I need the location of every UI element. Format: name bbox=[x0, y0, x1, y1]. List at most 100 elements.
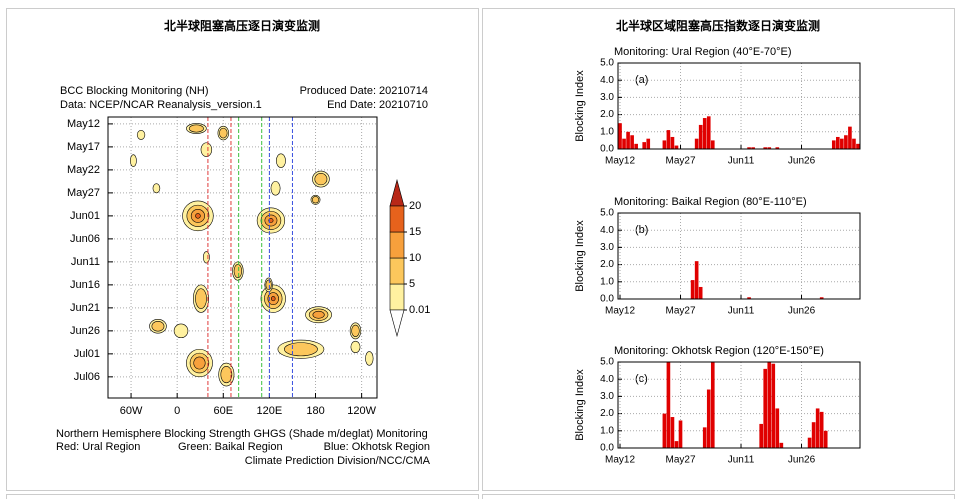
bar bbox=[840, 138, 844, 149]
x-tick-label: May27 bbox=[666, 455, 696, 466]
contour-blob bbox=[270, 181, 281, 196]
bar bbox=[630, 135, 634, 149]
bar bbox=[823, 430, 828, 448]
next-panel bbox=[6, 494, 479, 499]
contour-blob bbox=[284, 342, 318, 357]
x-tick-label: May27 bbox=[666, 306, 696, 317]
y-tick-label: 0.0 bbox=[600, 144, 614, 155]
y-tick-label: 1.0 bbox=[600, 126, 614, 137]
x-tick-label: 120W bbox=[347, 405, 376, 417]
x-tick-label: 0 bbox=[174, 405, 180, 417]
bar bbox=[844, 135, 848, 149]
colorbar-arrow bbox=[389, 309, 405, 338]
end-date: End Date: 20210710 bbox=[327, 99, 428, 111]
contour-blob bbox=[265, 279, 272, 291]
bar bbox=[662, 140, 667, 149]
bar bbox=[775, 147, 780, 149]
footer-text: Northern Hemisphere Blocking Strength GH… bbox=[56, 428, 428, 440]
colorbar-label: 20 bbox=[409, 200, 421, 212]
bar bbox=[690, 280, 695, 299]
y-tick-label: 3.0 bbox=[600, 242, 614, 253]
x-tick-label: Jun26 bbox=[788, 156, 816, 167]
contour-blob bbox=[276, 153, 286, 168]
bar bbox=[819, 297, 824, 299]
bar bbox=[747, 297, 751, 299]
x-tick-label: 120E bbox=[257, 405, 283, 417]
chart-title: BCC Blocking Monitoring (NH) bbox=[60, 85, 209, 97]
bar bbox=[831, 140, 836, 149]
contour-blob bbox=[220, 365, 233, 384]
credit: Climate Prediction Division/NCC/CMA bbox=[245, 455, 431, 467]
y-tick-label: 1.0 bbox=[600, 425, 614, 436]
colorbar-box bbox=[389, 283, 405, 311]
region-label: Blue: Okhotsk Region bbox=[324, 441, 430, 453]
bar bbox=[646, 138, 651, 149]
bar bbox=[811, 422, 816, 448]
region-label: Red: Ural Region bbox=[56, 441, 140, 453]
y-tick-label: Jun26 bbox=[70, 325, 100, 337]
contour-blob bbox=[270, 296, 276, 302]
x-tick-label: May27 bbox=[666, 156, 696, 167]
x-tick-label: 60E bbox=[213, 405, 233, 417]
data-source: Data: NCEP/NCAR Reanalysis_version.1 bbox=[60, 99, 262, 111]
y-tick-label: 5.0 bbox=[600, 58, 614, 69]
x-tick-label: 180 bbox=[306, 405, 324, 417]
x-tick-label: Jun11 bbox=[728, 156, 755, 167]
bar bbox=[767, 147, 772, 149]
y-tick-label: 2.0 bbox=[600, 408, 614, 419]
contour-blob bbox=[151, 320, 165, 332]
bar bbox=[706, 389, 711, 448]
y-axis-label: Blocking Index bbox=[574, 70, 586, 142]
panel-title: 北半球区域阻塞高压指数逐日演变监测 bbox=[616, 18, 820, 33]
plot-frame bbox=[617, 62, 861, 150]
chart-title: Monitoring: Baikal Region (80°E-110°E) bbox=[614, 196, 807, 208]
contour-blob bbox=[193, 356, 206, 370]
contour-blob bbox=[351, 324, 360, 337]
y-tick-label: May22 bbox=[67, 164, 100, 176]
contour-blob bbox=[188, 124, 204, 133]
bar bbox=[698, 286, 703, 299]
bar bbox=[694, 261, 699, 299]
y-tick-label: Jun06 bbox=[70, 233, 100, 245]
y-tick-label: 0.0 bbox=[600, 443, 614, 454]
panel-label: (b) bbox=[635, 224, 648, 236]
y-tick-label: Jul06 bbox=[74, 371, 100, 383]
contour-blob bbox=[311, 196, 320, 204]
bar bbox=[815, 408, 820, 448]
y-tick-label: Jun01 bbox=[70, 210, 100, 222]
contour-blob bbox=[173, 323, 189, 339]
region-label: Green: Baikal Region bbox=[178, 441, 283, 453]
colorbar-label: 5 bbox=[409, 278, 415, 290]
bar bbox=[618, 123, 622, 149]
colorbar-arrow bbox=[389, 178, 405, 207]
bar bbox=[666, 130, 671, 149]
panel-label: (c) bbox=[635, 373, 648, 385]
y-tick-label: 3.0 bbox=[600, 391, 614, 402]
bar bbox=[775, 408, 780, 448]
bar bbox=[698, 124, 703, 149]
bar bbox=[678, 420, 683, 448]
bar bbox=[779, 442, 784, 448]
chart-title: Monitoring: Ural Region (40°E-70°E) bbox=[614, 46, 792, 58]
y-tick-label: 4.0 bbox=[600, 225, 614, 236]
colorbar-label: 10 bbox=[409, 252, 421, 264]
bar bbox=[662, 413, 667, 448]
contour-blob bbox=[312, 310, 325, 319]
colorbar-label: 0.01 bbox=[409, 304, 430, 316]
contour-blob bbox=[314, 172, 328, 186]
panel-title: 北半球阻塞高压逐日演变监测 bbox=[164, 18, 320, 33]
bar bbox=[763, 368, 768, 448]
x-tick-label: Jun26 bbox=[788, 455, 816, 466]
contour-blob bbox=[350, 340, 361, 353]
contour-blob bbox=[219, 127, 228, 139]
bar bbox=[747, 147, 751, 149]
bar bbox=[694, 138, 699, 149]
bar bbox=[759, 423, 763, 448]
bar bbox=[674, 145, 679, 149]
x-tick-label: May12 bbox=[605, 156, 635, 167]
bar bbox=[670, 136, 675, 149]
y-tick-label: Jun11 bbox=[71, 256, 100, 268]
bar bbox=[706, 116, 711, 149]
